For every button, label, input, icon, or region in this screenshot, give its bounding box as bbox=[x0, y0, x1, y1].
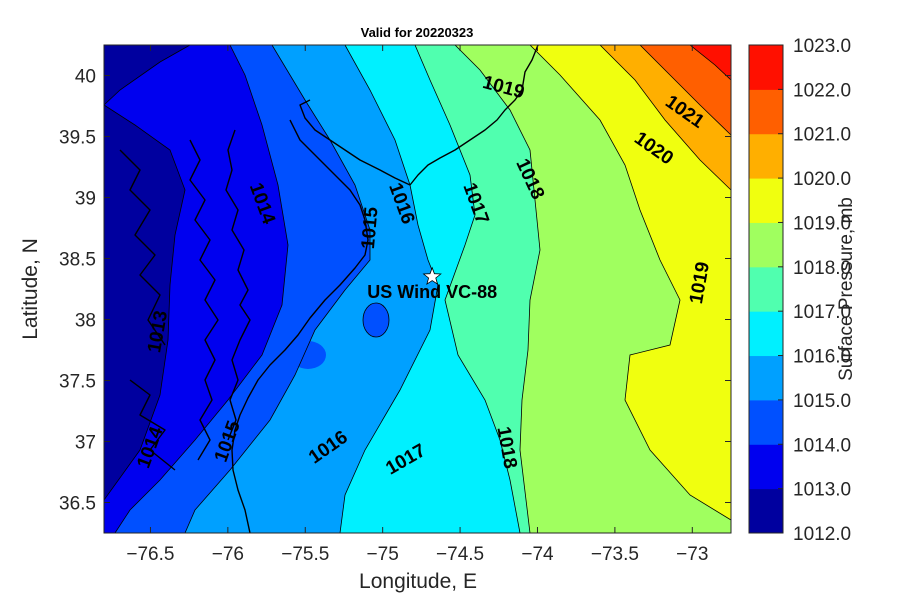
colorbar-label: 1012.0 bbox=[793, 524, 851, 545]
y-axis-title: Latitude, N bbox=[19, 238, 42, 340]
contour-line-1018 bbox=[414, 45, 521, 533]
colorbar-label: 1021.0 bbox=[793, 125, 851, 146]
colorbar-segment bbox=[749, 488, 783, 534]
contour-line-1022 bbox=[639, 45, 731, 136]
coastline-rivers-west bbox=[129, 379, 176, 471]
x-tick-label: −75.5 bbox=[281, 544, 329, 565]
colorbar-label: 1019.0 bbox=[793, 213, 851, 234]
colorbar-segment bbox=[749, 399, 783, 445]
colorbar: 1012.0 1013.0 1014.0 1015.0 1016.0 1017.0 1018… bbox=[748, 36, 851, 545]
colorbar-label: 1015.0 bbox=[793, 391, 851, 412]
coastline-chesapeake-east bbox=[225, 129, 251, 441]
coastline-delaware-bay-west bbox=[231, 119, 369, 533]
x-tick-label: −74.5 bbox=[436, 544, 484, 565]
y-tick-label: 39 bbox=[75, 189, 96, 210]
y-tick-label: 39.5 bbox=[59, 128, 96, 149]
colorbar-segment bbox=[749, 222, 783, 268]
contour-line-1015 bbox=[114, 45, 289, 533]
colorbar-segment bbox=[749, 266, 783, 312]
local-low-1015 bbox=[362, 302, 390, 338]
band-1020-1021 bbox=[530, 45, 731, 520]
colorbar-segment bbox=[749, 311, 783, 357]
y-tick-label: 37.5 bbox=[59, 372, 96, 393]
site-annotation: US Wind VC-88 bbox=[367, 266, 497, 302]
coastline-potomac bbox=[119, 149, 166, 346]
y-tick-label: 38.5 bbox=[59, 250, 96, 271]
colorbar-label: 1020.0 bbox=[793, 169, 851, 190]
x-axis: −76.5 −76 −75.5 −75 −74.5 −74 −73.5 −73 bbox=[126, 45, 708, 565]
x-tick-label: −76.5 bbox=[126, 544, 174, 565]
colorbar-label: 1018.0 bbox=[793, 258, 851, 279]
contour-line-1019 bbox=[454, 45, 541, 533]
colorbar-segment bbox=[749, 444, 783, 490]
band-1023-plus bbox=[690, 45, 731, 80]
y-axis: 36.5 37 37.5 38 38.5 39 39.5 40 bbox=[59, 67, 731, 515]
contour-line-1014 bbox=[104, 45, 191, 501]
colorbar-segment bbox=[749, 89, 783, 135]
colorbar-title: Surface Pressure, mb bbox=[836, 197, 857, 381]
coastline bbox=[119, 45, 539, 533]
colorbar-label: 1013.0 bbox=[793, 480, 851, 501]
y-tick-label: 37 bbox=[75, 433, 96, 454]
chart-title: Valid for 20220323 bbox=[361, 25, 474, 40]
plot-frame bbox=[103, 44, 732, 534]
x-axis-title: Longitude, E bbox=[359, 570, 477, 593]
x-tick-label: −73 bbox=[676, 544, 708, 565]
colorbar-segment bbox=[749, 355, 783, 401]
colorbar-segment bbox=[749, 178, 783, 223]
x-tick-label: −74 bbox=[521, 544, 554, 565]
colorbar-label: 1023.0 bbox=[793, 36, 851, 57]
coastline-delaware-bay-east bbox=[299, 99, 411, 186]
colorbar-label: 1022.0 bbox=[793, 80, 851, 101]
x-tick-label: −75 bbox=[367, 544, 399, 565]
colorbar-segment bbox=[749, 133, 783, 179]
y-tick-label: 38 bbox=[75, 311, 96, 332]
colorbar-label: 1014.0 bbox=[793, 435, 851, 456]
white-star-marker bbox=[422, 266, 442, 286]
site-label: US Wind VC-88 bbox=[367, 282, 497, 302]
y-tick-label: 36.5 bbox=[59, 494, 96, 515]
colorbar-label: 1016.0 bbox=[793, 347, 851, 368]
contour-line-1020 bbox=[529, 45, 731, 521]
x-tick-label: −73.5 bbox=[591, 544, 639, 565]
colorbar-frame bbox=[748, 44, 784, 534]
plot-area: 1013101410141015101510161016101710171018… bbox=[104, 45, 731, 533]
colorbar-label: 1017.0 bbox=[793, 302, 851, 323]
contour-line-1021 bbox=[599, 45, 731, 191]
coastline-nj bbox=[409, 45, 539, 186]
colorbar-segment bbox=[749, 45, 783, 90]
contour-label: 1015 bbox=[358, 206, 383, 250]
x-tick-label: −76 bbox=[212, 544, 244, 565]
coastline-chesapeake-west bbox=[189, 139, 219, 461]
y-tick-label: 40 bbox=[75, 67, 96, 88]
local-low-1015-south bbox=[290, 341, 326, 369]
